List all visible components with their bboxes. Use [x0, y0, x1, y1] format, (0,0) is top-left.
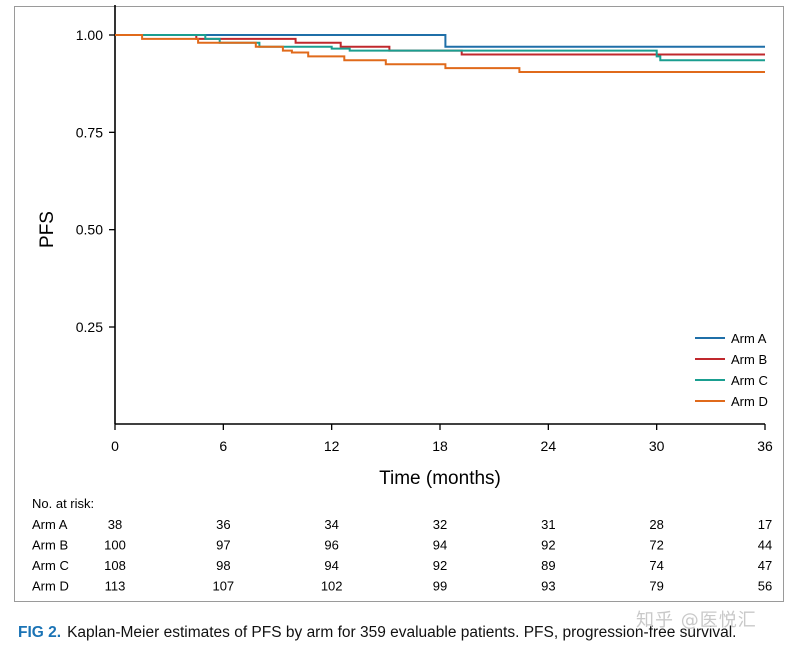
- km-chart: 0.25 0.50 0.75 1.00 0 6 12 18 24 30 36 Time (months…: [32, 5, 773, 594]
- risk-count: 47: [758, 558, 772, 573]
- legend-label: Arm B: [731, 352, 767, 367]
- risk-count: 107: [212, 579, 234, 594]
- x-tick-label: 24: [541, 438, 557, 454]
- risk-count: 94: [433, 538, 447, 553]
- risk-count: 89: [541, 558, 555, 573]
- x-tick-label: 36: [757, 438, 773, 454]
- risk-count: 38: [108, 517, 122, 532]
- y-tick-label: 1.00: [76, 27, 103, 43]
- figure-frame: [14, 6, 784, 602]
- risk-table-title: No. at risk:: [32, 496, 94, 511]
- risk-count: 96: [324, 538, 338, 553]
- x-axis-label: Time (months): [379, 468, 501, 489]
- legend-label: Arm C: [731, 373, 768, 388]
- risk-count: 79: [649, 579, 663, 594]
- risk-row-label: Arm A: [32, 517, 68, 532]
- x-tick-label: 18: [432, 438, 448, 454]
- figure-label: FIG 2.: [18, 624, 62, 641]
- figure-caption: FIG 2. Kaplan-Meier estimates of PFS by a…: [18, 624, 736, 642]
- risk-count: 113: [105, 579, 126, 594]
- y-axis-label: PFS: [37, 211, 58, 248]
- x-tick-label: 6: [219, 438, 227, 454]
- risk-count: 44: [758, 538, 772, 553]
- caption-text: Kaplan-Meier estimates of PFS by arm for…: [67, 624, 737, 641]
- risk-row-label: Arm C: [32, 558, 69, 573]
- risk-count: 32: [433, 517, 447, 532]
- risk-count: 92: [433, 558, 447, 573]
- risk-count: 99: [433, 579, 447, 594]
- risk-count: 108: [104, 558, 126, 573]
- watermark: 知乎 @医悦汇: [636, 610, 757, 631]
- risk-count: 92: [541, 538, 555, 553]
- risk-count: 98: [216, 558, 230, 573]
- km-curve-arm-c: [115, 34, 765, 62]
- x-tick-label: 0: [111, 438, 119, 454]
- y-tick-label: 0.75: [76, 124, 103, 140]
- x-tick-label: 12: [324, 438, 340, 454]
- risk-count: 97: [216, 538, 230, 553]
- risk-count: 36: [216, 517, 230, 532]
- risk-count: 17: [758, 517, 772, 532]
- legend-label: Arm D: [731, 394, 768, 409]
- risk-count: 100: [104, 538, 126, 553]
- km-curve-arm-d: [115, 34, 765, 73]
- risk-count: 102: [321, 579, 343, 594]
- risk-count: 34: [324, 517, 338, 532]
- risk-count: 93: [541, 579, 555, 594]
- risk-row-label: Arm D: [32, 579, 69, 594]
- risk-count: 72: [649, 538, 663, 553]
- y-tick-label: 0.25: [76, 319, 103, 335]
- risk-count: 94: [324, 558, 338, 573]
- y-tick-label: 0.50: [76, 222, 103, 238]
- legend-label: Arm A: [731, 331, 767, 346]
- risk-count: 74: [649, 558, 663, 573]
- km-curve-arm-a: [115, 34, 765, 48]
- risk-count: 56: [758, 579, 772, 594]
- risk-count: 28: [649, 517, 663, 532]
- x-tick-label: 30: [649, 438, 665, 454]
- risk-row-label: Arm B: [32, 538, 68, 553]
- risk-count: 31: [541, 517, 555, 532]
